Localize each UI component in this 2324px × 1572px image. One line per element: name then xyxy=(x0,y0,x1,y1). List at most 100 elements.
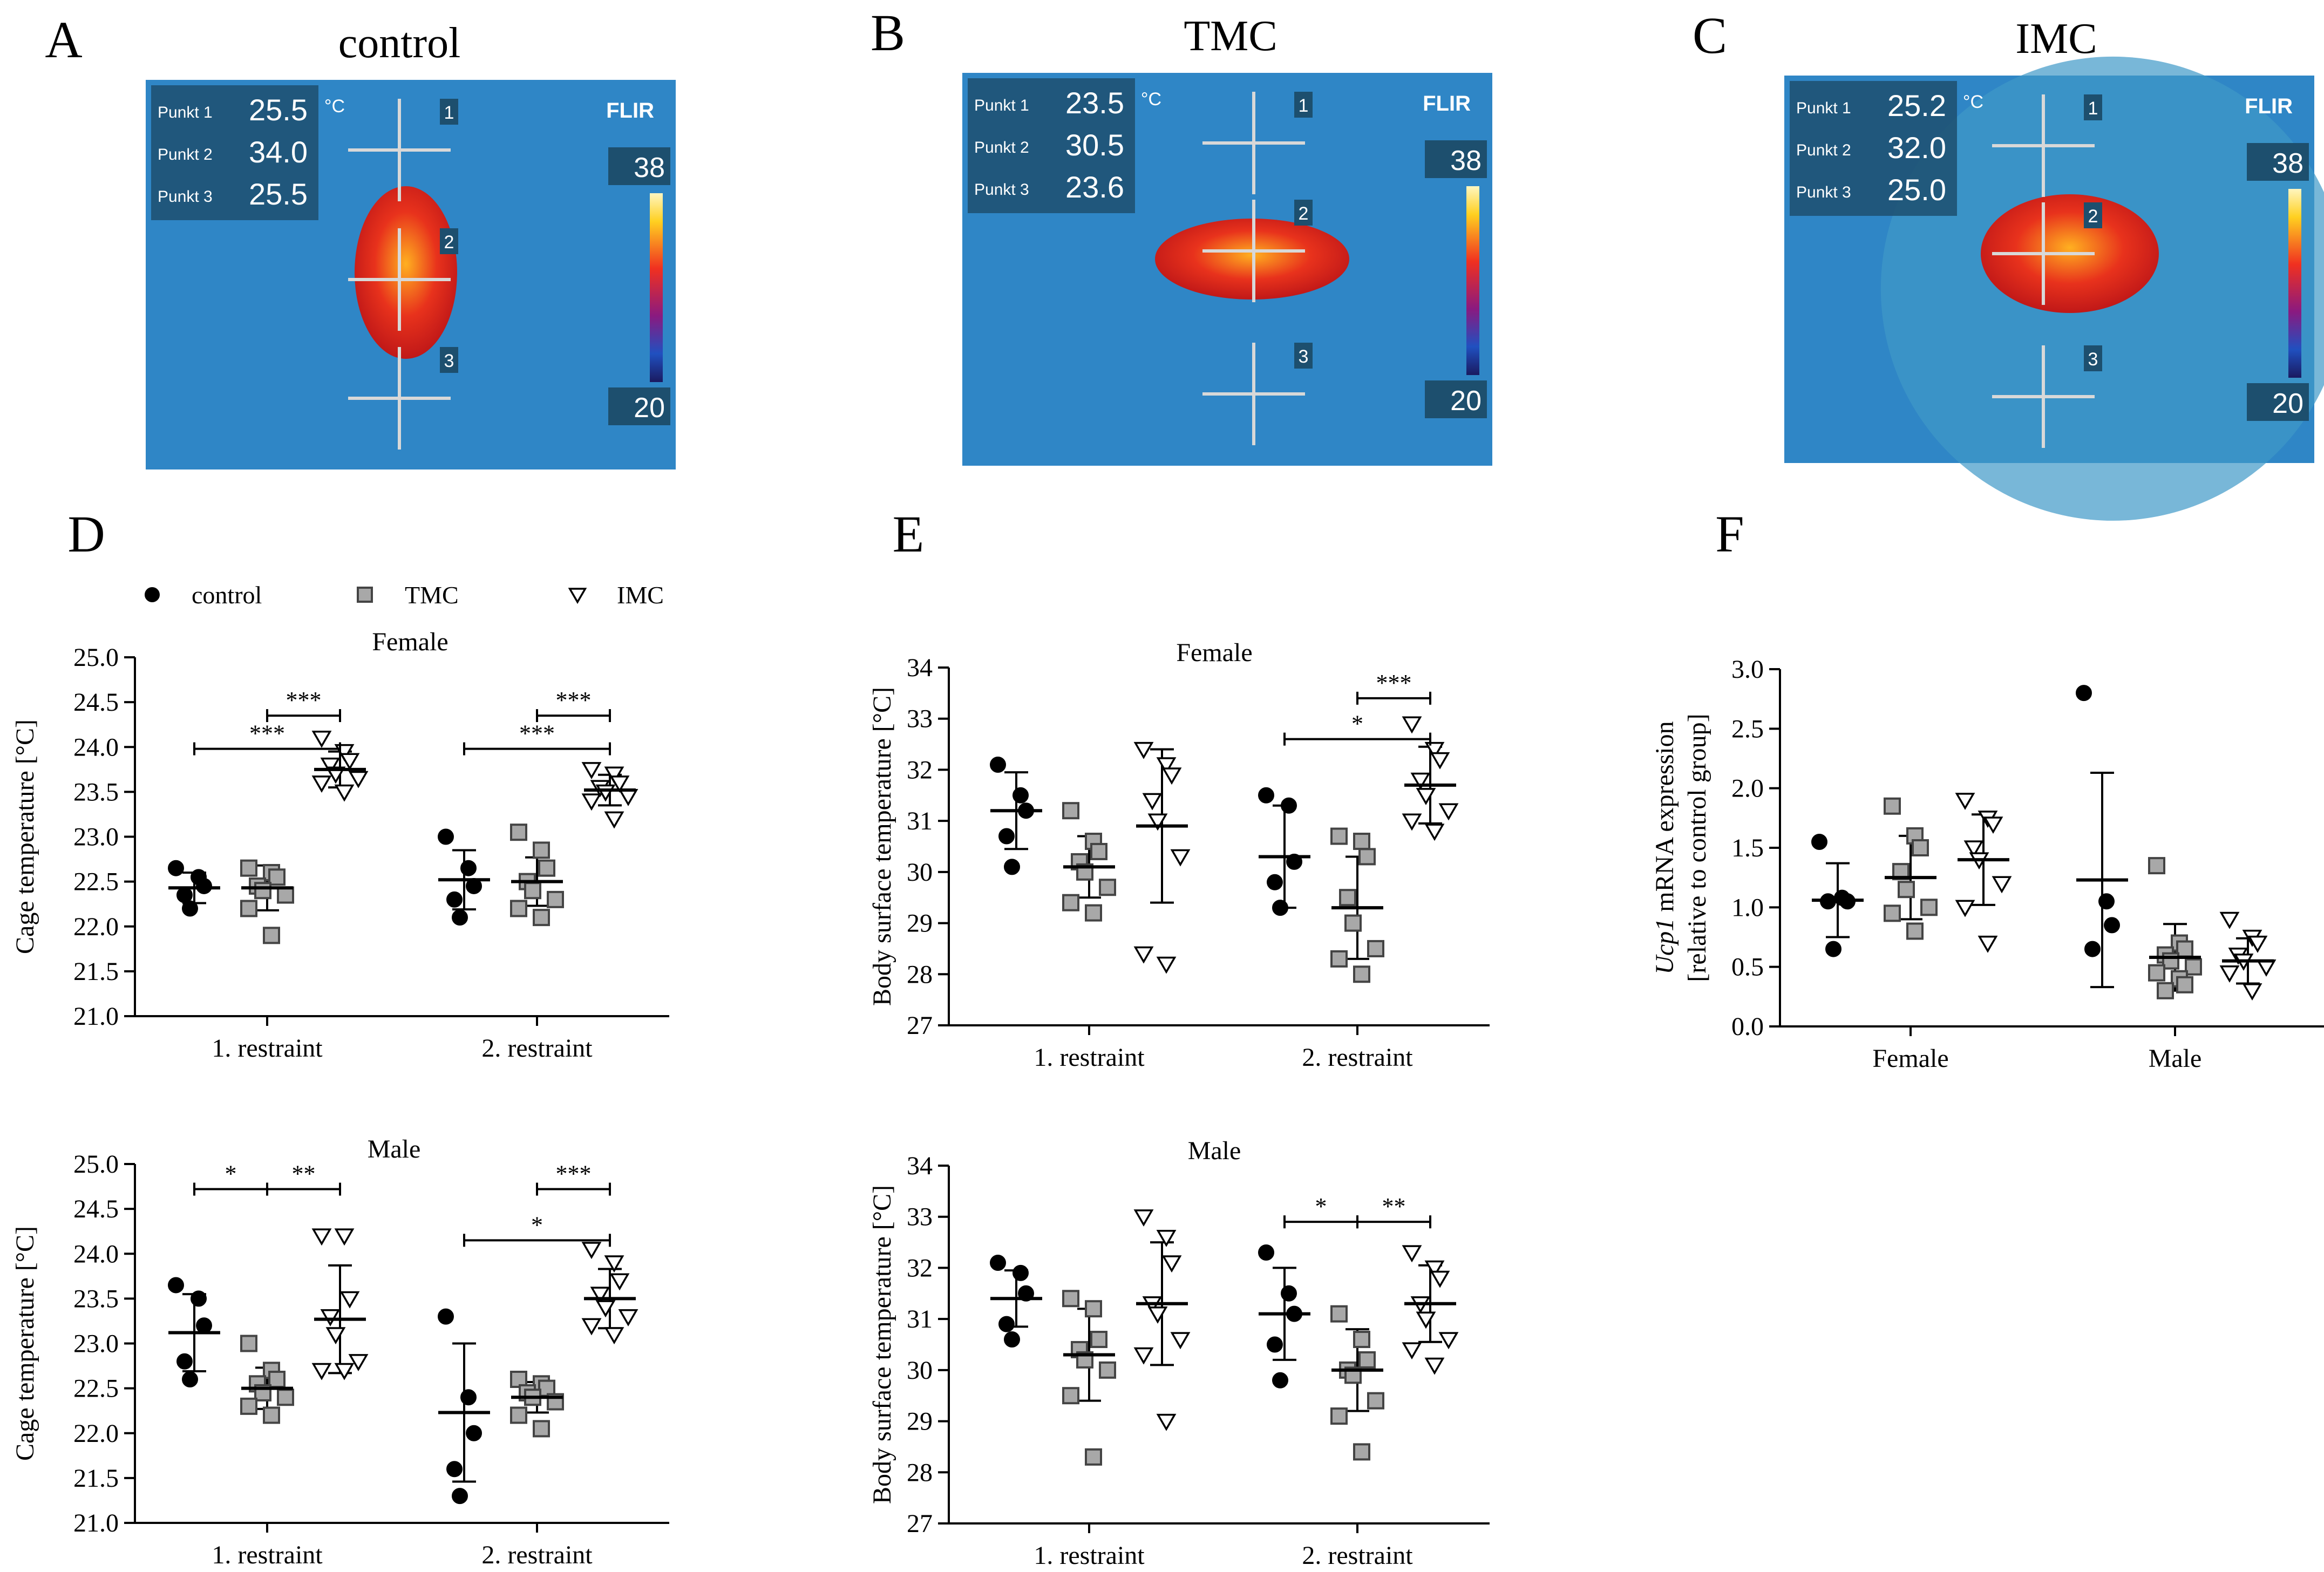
data-point-TMC xyxy=(1884,904,1901,922)
data-point-IMC xyxy=(334,1228,355,1246)
data-point-TMC xyxy=(240,859,257,877)
y-tick-label: 21.0 xyxy=(73,1509,119,1537)
y-tick-label: 34 xyxy=(907,654,933,682)
data-point-IMC xyxy=(2247,935,2268,953)
data-point-IMC xyxy=(604,811,624,829)
data-point-TMC xyxy=(2148,857,2165,875)
marker-box xyxy=(2084,202,2102,228)
significance-label: *** xyxy=(1376,670,1412,696)
data-point-TMC xyxy=(1085,1300,1102,1318)
y-tick-label: 24.0 xyxy=(73,733,119,761)
legend-label-TMC: TMC xyxy=(405,581,459,609)
x-tick-label: 1. restraint xyxy=(1034,1043,1145,1072)
x-tick-label: 1. restraint xyxy=(212,1034,323,1063)
data-point-IMC xyxy=(1402,1245,1422,1263)
data-point-TMC xyxy=(1330,1305,1348,1323)
spot-label: Punkt 1 xyxy=(158,104,213,121)
thermal-image-IMC: Punkt 1 25.2 Punkt 2 32.0 Punkt 3 25.0 °C FLIR 3… xyxy=(1784,57,2324,521)
marker-box xyxy=(440,99,458,125)
data-point-control xyxy=(1258,787,1274,804)
data-point-TMC xyxy=(1330,827,1348,845)
y-axis-label: Body surface temperature [°C] xyxy=(868,1185,896,1504)
spot-readout xyxy=(1790,81,1957,216)
marker-box xyxy=(2084,345,2102,371)
significance-label: *** xyxy=(249,720,285,747)
y-tick-label: 29 xyxy=(907,909,933,938)
spot-value: 23.6 xyxy=(1065,170,1124,204)
y-axis-label-rest: mRNA expression xyxy=(1650,721,1679,918)
data-point-control xyxy=(168,860,184,876)
data-point-control xyxy=(452,909,468,926)
color-scale-bar xyxy=(650,193,663,382)
color-scale-bar xyxy=(1466,186,1479,375)
legend-marker-TMC xyxy=(357,587,373,603)
data-point-IMC xyxy=(348,771,369,788)
y-tick-label: 29 xyxy=(907,1407,933,1436)
data-point-IMC xyxy=(325,766,346,784)
unit-label: °C xyxy=(1963,92,1983,112)
data-point-control xyxy=(446,1461,463,1478)
data-point-IMC xyxy=(1438,803,1459,821)
data-point-control xyxy=(196,1317,212,1334)
y-tick-label: 25.0 xyxy=(73,1150,119,1179)
data-point-control xyxy=(1012,787,1029,804)
scale-min-box xyxy=(1425,380,1487,418)
data-point-TMC xyxy=(533,909,550,927)
marker-label: 2 xyxy=(1299,203,1309,224)
scale-min-box xyxy=(2247,383,2309,421)
unit-label: °C xyxy=(324,96,345,117)
significance-label: * xyxy=(531,1212,543,1238)
data-point-IMC xyxy=(320,1309,341,1326)
data-point-IMC xyxy=(1424,1357,1445,1375)
mouse-heat-blob xyxy=(355,186,457,359)
scale-max-box xyxy=(1425,140,1487,178)
data-point-IMC xyxy=(604,1327,624,1345)
marker-label: 3 xyxy=(1299,346,1309,367)
data-point-TMC xyxy=(510,900,527,917)
data-point-IMC xyxy=(1416,1311,1436,1329)
chart-title: Male xyxy=(368,1135,421,1163)
thermal-image-TMC: Punkt 1 23.5 Punkt 2 30.5 Punkt 3 23.6 °C FLIR 3… xyxy=(962,73,1492,466)
data-point-TMC xyxy=(240,900,257,917)
data-point-IMC xyxy=(339,1291,360,1309)
marker-label: 2 xyxy=(2088,206,2098,227)
data-point-TMC xyxy=(1884,797,1901,815)
y-tick-label: 24.0 xyxy=(73,1240,119,1268)
data-point-IMC xyxy=(1430,1270,1450,1288)
flir-logo: FLIR xyxy=(2245,94,2293,118)
data-point-IMC xyxy=(1133,741,1154,759)
significance-label: *** xyxy=(519,720,555,747)
chart-D-female: D Female 21.0 21.5 22.0 22.5 23.0 23.5 24.0 24.5 2… xyxy=(11,505,669,1063)
data-point-control xyxy=(176,1353,193,1370)
data-point-IMC xyxy=(604,1255,624,1273)
y-tick-label: 27 xyxy=(907,1011,933,1040)
spot-label: Punkt 2 xyxy=(974,139,1029,156)
data-point-IMC xyxy=(1156,1229,1177,1247)
marker-box xyxy=(1294,92,1313,118)
data-point-TMC xyxy=(1344,914,1362,932)
data-point-control xyxy=(1267,874,1283,890)
data-point-IMC xyxy=(1430,752,1450,770)
scale-max: 38 xyxy=(2272,148,2303,179)
legend-marker-IMC xyxy=(568,588,587,604)
y-tick-label: 23.0 xyxy=(73,1330,119,1358)
y-tick-label: 21.5 xyxy=(73,957,119,986)
data-point-TMC xyxy=(268,868,286,886)
data-point-control xyxy=(1281,797,1297,814)
spot-label: Punkt 1 xyxy=(974,97,1029,114)
data-point-IMC xyxy=(609,775,630,793)
scale-min: 20 xyxy=(2272,388,2303,419)
panel-letter-C: C xyxy=(1693,6,1727,64)
chart-title: Female xyxy=(1176,638,1252,667)
data-point-IMC xyxy=(618,789,638,806)
data-point-TMC xyxy=(1898,881,1915,899)
data-point-IMC xyxy=(1170,1332,1191,1350)
spot-value: 34.0 xyxy=(249,135,308,169)
significance-label: * xyxy=(1351,711,1363,737)
data-point-IMC xyxy=(1963,840,1984,858)
data-point-TMC xyxy=(1353,1443,1370,1461)
data-point-control xyxy=(1258,1244,1274,1261)
data-point-TMC xyxy=(2157,982,2174,999)
y-tick-label: 0.5 xyxy=(1731,953,1764,982)
